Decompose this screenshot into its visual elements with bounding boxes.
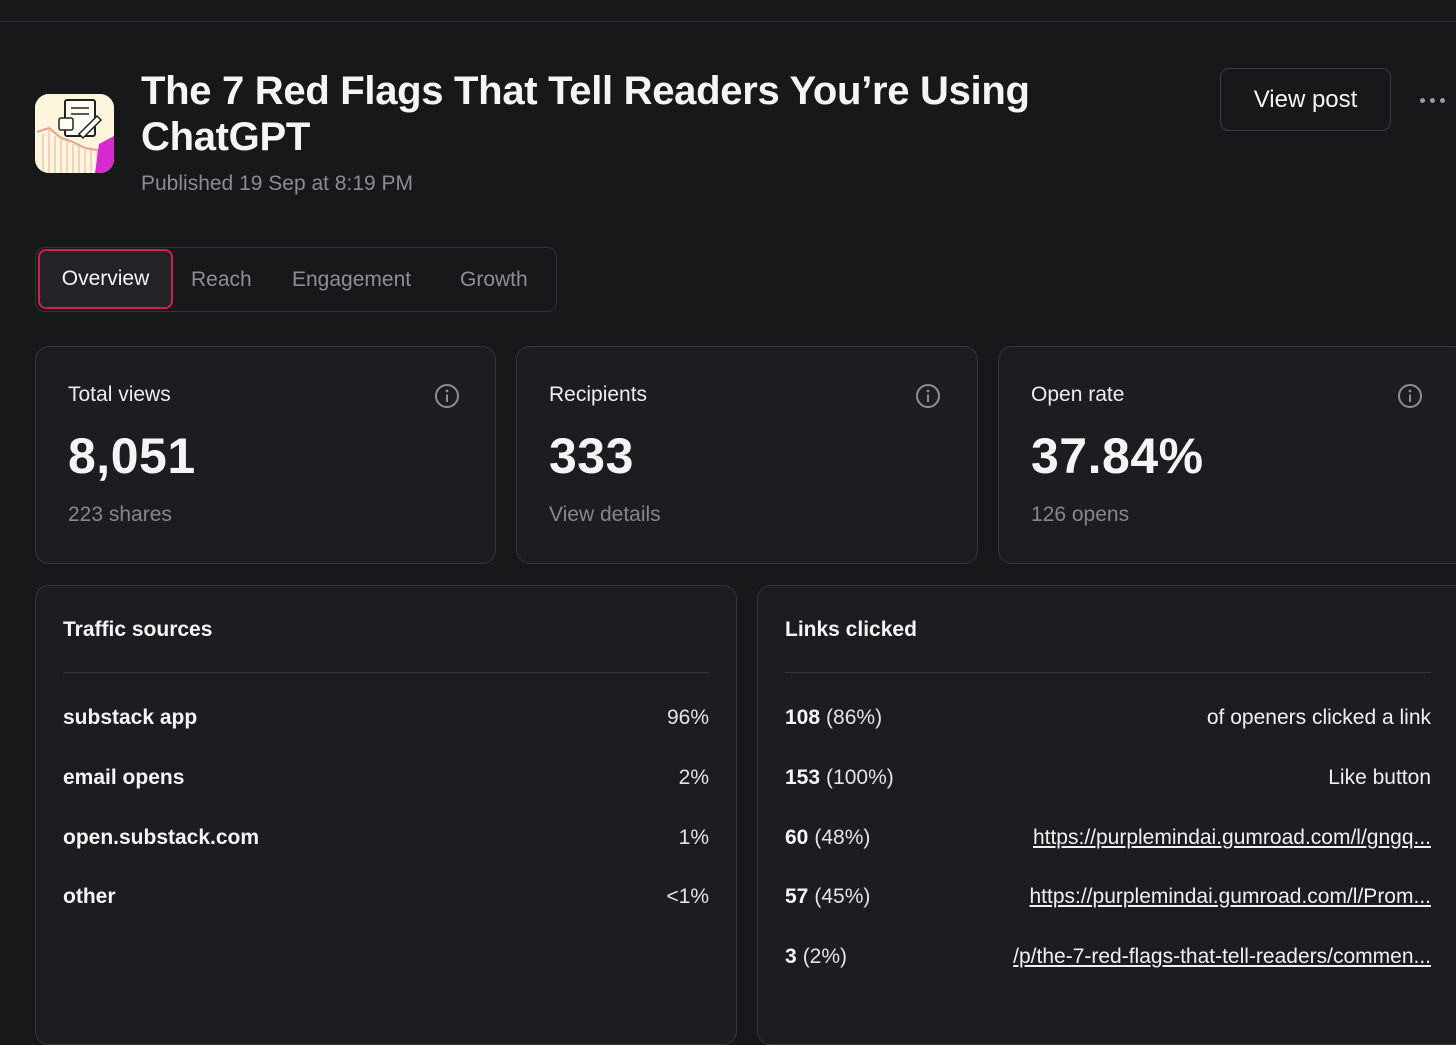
link-url[interactable]: https://purplemindai.gumroad.com/l/gngq.… [1032, 826, 1431, 849]
stat-subtext: 126 opens [1031, 503, 1130, 526]
traffic-row: other <1% [63, 882, 709, 912]
traffic-sources-panel: Traffic sources substack app 96% email o… [35, 585, 737, 1045]
traffic-row: email opens 2% [63, 763, 709, 793]
stat-card-open-rate: Open rate 37.84% 126 opens [998, 346, 1456, 564]
traffic-source-percent: 96% [666, 706, 709, 729]
stat-label: Open rate [1031, 383, 1125, 406]
link-url[interactable]: https://purplemindai.gumroad.com/l/Prom.… [1029, 885, 1431, 908]
link-click-count: 3 [785, 945, 797, 968]
header-divider [0, 21, 1456, 22]
link-row: 108 (86%) of openers clicked a link [785, 703, 1431, 733]
links-clicked-panel: Links clicked 108 (86%) of openers click… [757, 585, 1456, 1045]
link-row: 60 (48%) https://purplemindai.gumroad.co… [785, 823, 1431, 853]
traffic-source-name: email opens [63, 766, 185, 789]
panel-title: Traffic sources [63, 618, 213, 641]
link-row: 3 (2%) /p/the-7-red-flags-that-tell-read… [785, 942, 1431, 972]
tab-bar: Overview Reach Engagement Growth [35, 247, 557, 312]
traffic-row: substack app 96% [63, 703, 709, 733]
traffic-source-percent: 1% [678, 826, 709, 849]
stat-subtext: 223 shares [68, 503, 172, 526]
link-target: Like button [1328, 766, 1431, 789]
link-target: of openers clicked a link [1206, 706, 1431, 729]
link-row: 153 (100%) Like button [785, 763, 1431, 793]
info-icon[interactable] [434, 383, 460, 409]
more-options-icon[interactable] [1418, 96, 1448, 106]
link-click-percent: (48%) [814, 826, 871, 849]
view-post-button[interactable]: View post [1220, 68, 1391, 131]
link-click-count: 57 [785, 885, 809, 908]
traffic-source-name: other [63, 885, 116, 908]
link-click-percent: (86%) [826, 706, 883, 729]
link-click-count: 153 [785, 766, 821, 789]
panel-divider [63, 672, 709, 673]
traffic-source-percent: 2% [678, 766, 709, 789]
traffic-source-name: substack app [63, 706, 198, 729]
link-click-count: 60 [785, 826, 809, 849]
traffic-row: open.substack.com 1% [63, 823, 709, 853]
stat-label: Recipients [549, 383, 648, 406]
tab-reach[interactable]: Reach [191, 267, 252, 291]
link-click-percent: (45%) [814, 885, 871, 908]
link-click-percent: (100%) [826, 766, 894, 789]
stat-card-total-views: Total views 8,051 223 shares [35, 346, 496, 564]
tab-engagement[interactable]: Engagement [292, 267, 412, 291]
stat-value: 37.84% [1031, 428, 1204, 484]
link-click-percent: (2%) [802, 945, 848, 968]
post-title: The 7 Red Flags That Tell Readers You’re… [141, 69, 1030, 159]
info-icon[interactable] [1397, 383, 1423, 409]
post-thumbnail-icon [35, 94, 114, 173]
stat-label: Total views [68, 383, 171, 406]
panel-title: Links clicked [785, 618, 917, 641]
tab-growth[interactable]: Growth [460, 267, 528, 291]
link-url[interactable]: /p/the-7-red-flags-that-tell-readers/com… [1013, 945, 1431, 968]
stat-value: 333 [549, 428, 634, 484]
link-row: 57 (45%) https://purplemindai.gumroad.co… [785, 882, 1431, 912]
stat-card-recipients: Recipients 333 View details [516, 346, 978, 564]
traffic-source-name: open.substack.com [63, 826, 260, 849]
view-details-link[interactable]: View details [549, 503, 661, 526]
traffic-source-percent: <1% [666, 885, 709, 908]
published-date: Published 19 Sep at 8:19 PM [141, 172, 414, 195]
panel-divider [785, 672, 1431, 673]
info-icon[interactable] [915, 383, 941, 409]
stat-value: 8,051 [68, 428, 196, 484]
tab-overview[interactable]: Overview [38, 249, 173, 309]
link-click-count: 108 [785, 706, 821, 729]
